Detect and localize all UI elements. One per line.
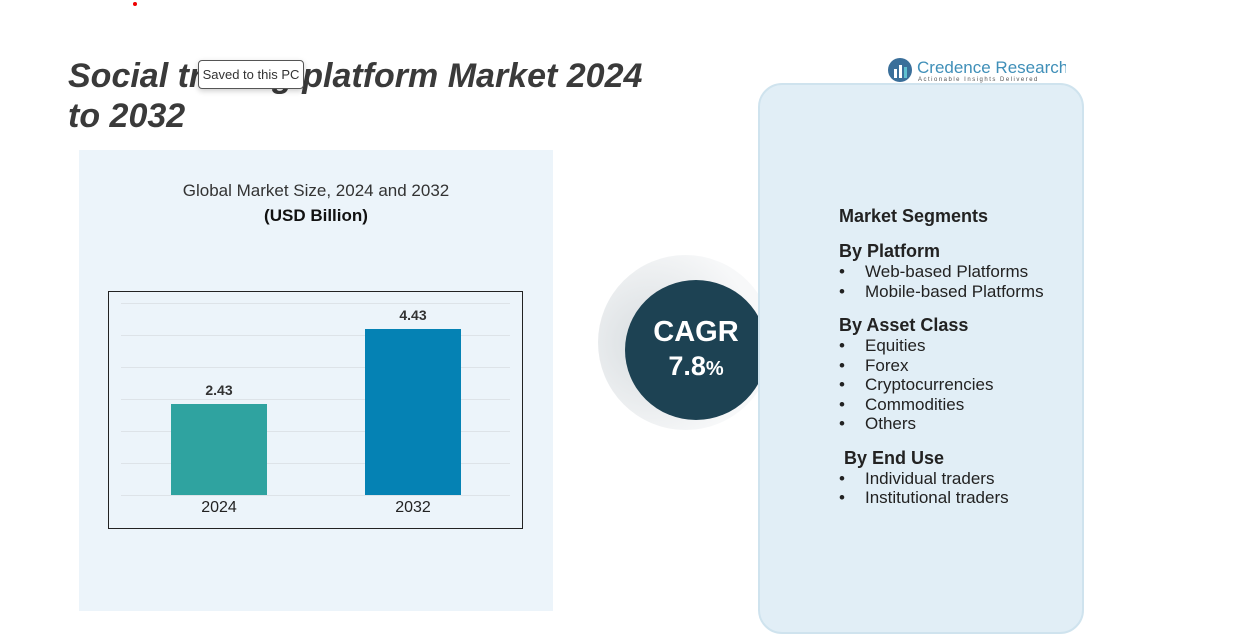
cagr-label: CAGR (653, 316, 739, 348)
gridline (121, 367, 510, 368)
chart-unit: (USD Billion) (264, 206, 368, 225)
segment-item: Institutional traders (839, 488, 1044, 508)
cagr-value: 7.8 (668, 351, 706, 381)
plot-area: 2.43 2024 4.43 2032 (108, 291, 523, 529)
gridline (121, 495, 510, 496)
segment-item: Equities (839, 336, 1044, 356)
data-label: 2.43 (205, 381, 233, 398)
red-dot (133, 2, 137, 6)
segment-item: Others (839, 414, 1044, 434)
gridline (121, 399, 510, 400)
cagr-badge: CAGR 7.8% (625, 280, 767, 420)
bar-2024 (171, 403, 267, 495)
segment-item: Commodities (839, 395, 1044, 415)
segment-group-title: By End Use (844, 447, 945, 468)
gridline (121, 463, 510, 464)
x-tick-label: 2032 (395, 499, 431, 516)
logo-name: Credence Research (917, 58, 1066, 77)
x-tick-label: 2024 (201, 499, 237, 516)
bar-2032 (365, 329, 461, 495)
segment-item: Mobile-based Platforms (839, 282, 1044, 302)
page-title: Social trading platform Market 2024 to 2… (68, 57, 643, 135)
chart-panel (79, 150, 553, 611)
chart-title-text: Global Market Size, 2024 and 2032 (182, 181, 450, 200)
segment-item: Individual traders (839, 469, 1044, 489)
saved-tooltip: Saved to this PC (198, 60, 304, 89)
segment-group-title: By Platform (839, 241, 941, 261)
segment-item: Web-based Platforms (839, 262, 1044, 282)
segments-heading: Market Segments (839, 206, 989, 226)
logo: Credence Research Actionable Insights De… (886, 56, 1068, 91)
cagr-unit: % (705, 358, 724, 380)
segment-item: Cryptocurrencies (839, 375, 1044, 395)
data-label: 4.43 (399, 307, 427, 323)
credence-logo-icon: Credence Research Actionable Insights De… (888, 58, 1068, 83)
logo-tagline: Actionable Insights Delivered (918, 77, 1039, 83)
gridline (121, 303, 510, 304)
segment-item: Forex (839, 356, 1044, 376)
segments-list: Market Segments By PlatformWeb-based Pla… (839, 206, 1044, 508)
chart-title: Global Market Size, 2024 and 2032 (USD B… (79, 178, 553, 228)
gridline (121, 335, 510, 336)
gridline (121, 431, 510, 432)
segment-group-title: By Asset Class (839, 315, 969, 335)
